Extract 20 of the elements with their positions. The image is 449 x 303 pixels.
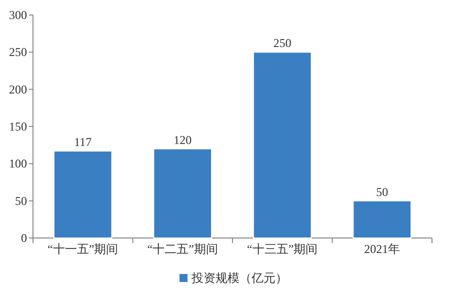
- x-tick-label: “十二五”期间: [147, 242, 218, 256]
- legend-label: 投资规模（亿元）: [190, 271, 288, 285]
- bar: [153, 148, 212, 238]
- y-tick-label: 250: [9, 45, 27, 60]
- y-tick-label: 200: [9, 82, 27, 96]
- y-tick-label: 300: [9, 8, 27, 22]
- x-tick-label: “十三五”期间: [247, 242, 318, 256]
- y-tick-label: 150: [9, 120, 27, 134]
- data-label: 120: [174, 132, 192, 147]
- x-tick-label: 2021年: [364, 242, 400, 256]
- y-tick-label: 50: [15, 194, 27, 208]
- data-label: 50: [376, 184, 388, 199]
- bar: [252, 52, 312, 238]
- data-label: 117: [74, 135, 92, 150]
- data-label: 250: [273, 36, 292, 50]
- bar: [53, 150, 112, 238]
- bar: [352, 200, 412, 238]
- y-tick-label: 100: [9, 156, 27, 171]
- y-tick-label: 0: [21, 231, 27, 245]
- x-tick-label: “十一五”期间: [48, 242, 118, 256]
